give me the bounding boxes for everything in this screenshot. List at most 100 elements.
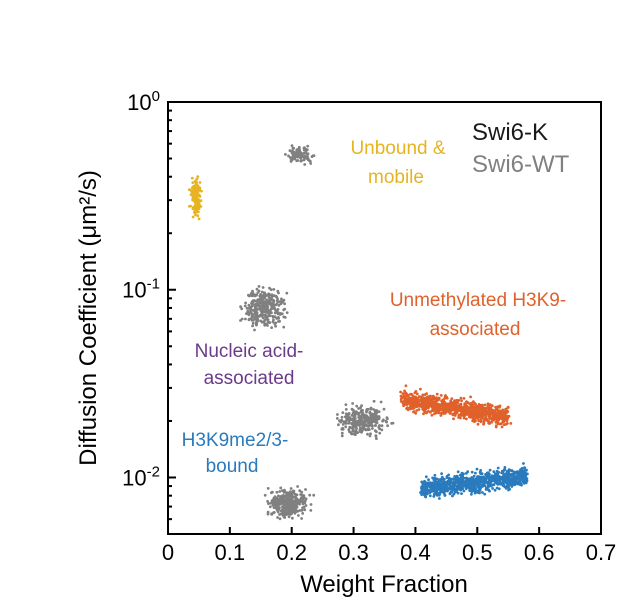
data-point: [508, 482, 512, 486]
data-point: [267, 296, 271, 300]
annotations: Unbound & mobile Unmethylated H3K9- asso…: [182, 138, 567, 477]
data-point: [193, 208, 197, 212]
data-point: [399, 400, 403, 403]
data-point: [475, 411, 479, 415]
data-point: [500, 412, 504, 416]
data-point: [486, 402, 490, 406]
data-point: [263, 318, 267, 322]
data-point: [300, 508, 303, 512]
data-point: [425, 490, 429, 493]
data-point: [385, 420, 388, 424]
data-point: [455, 486, 459, 490]
x-axis: 0 0.1 0.2 0.3 0.4 0.5 0.6 0.7: [162, 527, 616, 565]
data-point: [298, 153, 302, 157]
data-point: [296, 498, 300, 502]
data-point: [510, 485, 514, 488]
data-point: [283, 495, 287, 499]
data-point: [280, 489, 284, 492]
data-point: [480, 409, 484, 413]
data-point: [419, 387, 422, 391]
data-point: [290, 158, 294, 162]
data-point: [258, 304, 261, 308]
data-point: [472, 481, 476, 485]
data-point: [277, 507, 281, 511]
data-point: [483, 418, 486, 422]
data-point: [469, 409, 473, 413]
data-point: [270, 311, 273, 315]
data-point: [506, 474, 509, 478]
data-point: [433, 473, 437, 477]
data-point: [462, 472, 465, 476]
data-point: [375, 411, 379, 414]
data-point: [298, 489, 302, 493]
data-point: [411, 404, 415, 408]
data-point: [456, 470, 460, 474]
data-point: [439, 483, 442, 486]
data-point: [522, 462, 525, 465]
data-point: [500, 417, 504, 421]
data-point: [516, 475, 520, 478]
data-point: [247, 313, 251, 317]
data-point: [366, 427, 370, 431]
data-point: [464, 413, 468, 416]
data-point: [477, 404, 481, 408]
data-point: [344, 403, 348, 406]
series-1: [284, 144, 316, 166]
data-point: [487, 420, 491, 423]
data-point: [496, 419, 500, 422]
data-point: [278, 300, 281, 304]
data-point: [282, 325, 286, 329]
data-point: [196, 193, 200, 197]
data-point: [459, 487, 463, 491]
data-point: [299, 156, 303, 160]
data-point: [424, 486, 428, 490]
data-point: [264, 313, 267, 317]
data-point: [302, 158, 306, 162]
data-point: [517, 480, 520, 484]
data-point: [484, 412, 487, 416]
data-point: [506, 422, 509, 425]
data-point: [473, 420, 476, 423]
data-point: [294, 153, 298, 157]
data-point: [359, 406, 362, 410]
data-point: [469, 486, 473, 490]
data-point: [460, 399, 463, 403]
data-point: [351, 402, 354, 405]
data-point: [470, 401, 473, 405]
data-point: [455, 404, 459, 408]
data-point: [466, 481, 470, 484]
data-point: [285, 491, 288, 494]
series-5: [419, 462, 529, 500]
data-point: [458, 480, 461, 484]
data-point: [244, 317, 247, 321]
data-point: [475, 467, 479, 471]
data-point: [432, 492, 436, 496]
data-point: [340, 431, 344, 435]
data-point: [356, 431, 359, 434]
data-point: [373, 424, 377, 427]
data-point: [458, 473, 462, 477]
data-point: [487, 484, 491, 487]
data-point: [353, 414, 357, 418]
data-point: [454, 479, 458, 482]
data-point: [442, 408, 445, 411]
data-point: [367, 419, 370, 423]
data-point: [364, 428, 368, 432]
data-point: [414, 402, 418, 405]
data-point: [439, 414, 443, 417]
data-point: [401, 395, 405, 399]
data-point: [479, 477, 483, 480]
data-point: [461, 476, 464, 479]
data-point: [481, 475, 485, 479]
annotation-unbound-line1: Unbound &: [350, 138, 445, 159]
annotation-h3k9me-line1: H3K9me2/3-: [182, 430, 289, 451]
data-point: [434, 409, 437, 413]
data-point: [304, 150, 308, 154]
data-point: [415, 392, 419, 396]
y-tick-label: 10-2: [122, 463, 160, 490]
data-point: [406, 408, 410, 412]
data-point: [405, 402, 409, 406]
data-point: [494, 406, 498, 409]
data-points: [187, 144, 529, 521]
data-point: [378, 431, 382, 435]
